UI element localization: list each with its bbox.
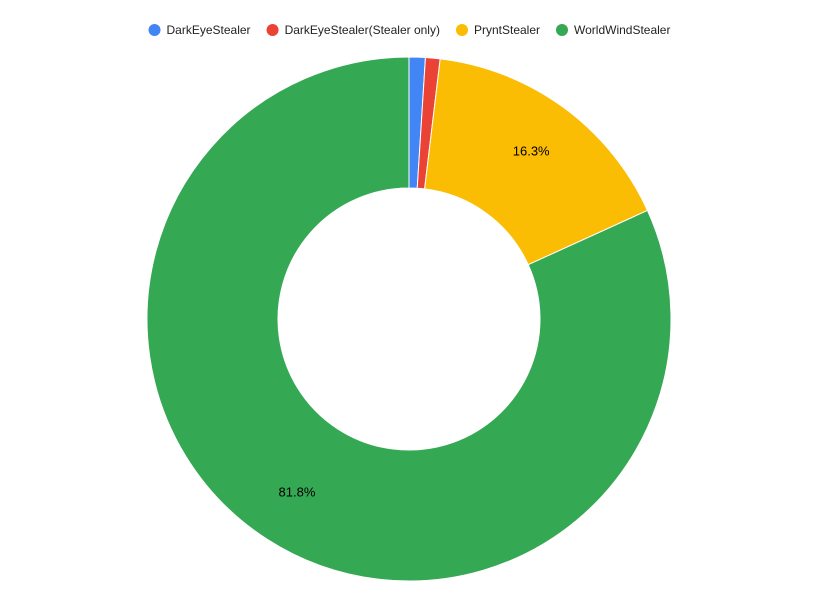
legend-marker <box>148 24 161 36</box>
slice <box>146 56 672 582</box>
legend-marker <box>266 24 279 36</box>
legend-label: DarkEyeStealer(Stealer only) <box>285 23 440 37</box>
data-label: 16.3% <box>513 143 550 158</box>
legend-label: PryntStealer <box>474 23 540 37</box>
data-label: 81.8% <box>279 485 316 500</box>
legend-label: WorldWindStealer <box>574 23 670 37</box>
legend-label: DarkEyeStealer <box>167 23 251 37</box>
legend-marker <box>556 24 568 36</box>
legend: DarkEyeStealer DarkEyeStealer(Stealer onl… <box>148 23 670 37</box>
legend-marker <box>455 24 468 36</box>
slice <box>424 58 649 266</box>
